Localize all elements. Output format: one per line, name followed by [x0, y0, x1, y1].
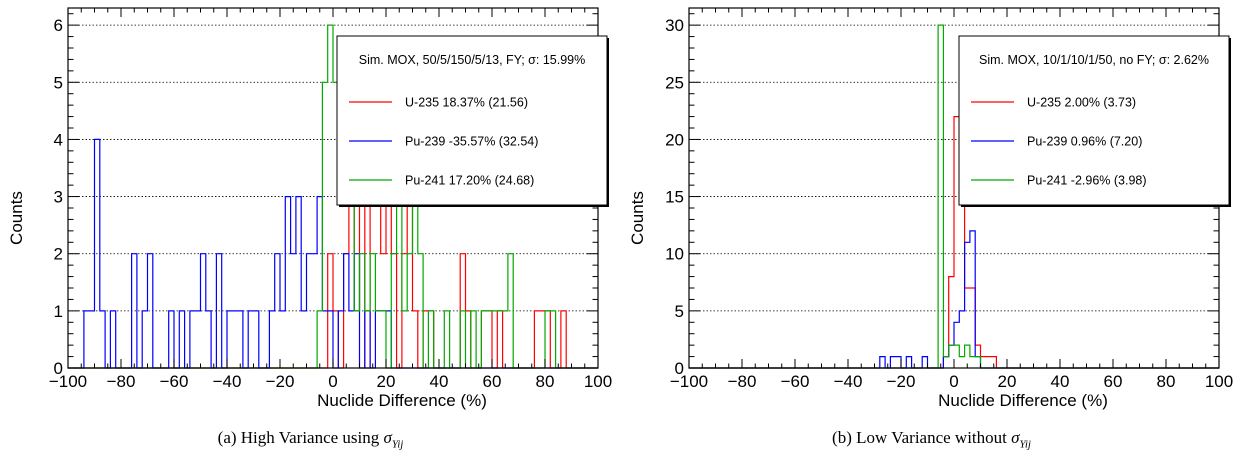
x-tick-label: −100 — [670, 372, 708, 391]
x-tick-label: −100 — [49, 372, 87, 391]
x-tick-label: 0 — [328, 372, 337, 391]
x-tick-label: 80 — [536, 372, 555, 391]
legend-box — [958, 35, 1230, 206]
x-tick-label: −20 — [266, 372, 295, 391]
x-tick-label: 40 — [1051, 372, 1070, 391]
y-tick-label: 2 — [54, 245, 63, 264]
x-tick-label: 20 — [377, 372, 396, 391]
x-tick-label: 40 — [430, 372, 449, 391]
x-tick-label: 80 — [1157, 372, 1176, 391]
legend-title: Sim. MOX, 50/5/150/5/13, FY; σ: 15.99% — [359, 53, 585, 67]
y-tick-label: 10 — [665, 245, 684, 264]
legend-entry-2: Pu-239 0.96% (7.20) — [1027, 135, 1142, 149]
y-tick-label: 1 — [54, 302, 63, 321]
x-tick-label: −80 — [728, 372, 757, 391]
y-axis-label: Counts — [628, 191, 647, 245]
x-tick-label: −80 — [107, 372, 136, 391]
histogram-chart-b: −100 −80 −60 −40 −20 0 20 40 60 80 100 0 5 10 15 20 25 30… — [628, 7, 1233, 410]
legend-entry-1: U-235 18.37% (21.56) — [405, 96, 528, 110]
x-tick-label: 0 — [949, 372, 958, 391]
chart-panel-a: −100 −80 −60 −40 −20 0 20 40 60 80 100 0 1 2 3 4 5 6 Nucli… — [7, 7, 612, 451]
x-tick-label: 100 — [584, 372, 612, 391]
legend-title: Sim. MOX, 10/1/10/1/50, no FY; σ: 2.62% — [979, 53, 1209, 67]
legend-entry-3: Pu-241 17.20% (24.68) — [405, 174, 534, 188]
histogram-chart-a: −100 −80 −60 −40 −20 0 20 40 60 80 100 0 1 2 3 4 5 6 Nucli… — [7, 7, 612, 410]
y-tick-label: 20 — [665, 130, 684, 149]
y-tick-label: 30 — [665, 16, 684, 35]
x-tick-label: −20 — [887, 372, 916, 391]
y-tick-label: 0 — [675, 359, 684, 378]
legend-box — [336, 35, 608, 206]
x-tick-label: −60 — [781, 372, 810, 391]
y-tick-label: 5 — [675, 302, 684, 321]
legend-entry-1: U-235 2.00% (3.73) — [1027, 96, 1136, 110]
y-axis-label: Counts — [7, 191, 26, 245]
x-axis-label: Nuclide Difference (%) — [317, 391, 487, 410]
y-tick-label: 6 — [54, 16, 63, 35]
y-tick-label: 5 — [54, 73, 63, 92]
x-tick-label: 60 — [483, 372, 502, 391]
y-tick-label: 4 — [54, 130, 63, 149]
y-tick-label: 25 — [665, 73, 684, 92]
x-tick-label: −40 — [834, 372, 863, 391]
legend-entry-3: Pu-241 -2.96% (3.98) — [1027, 174, 1147, 188]
x-tick-label: 60 — [1104, 372, 1123, 391]
x-tick-label: 20 — [998, 372, 1017, 391]
chart-panel-b: −100 −80 −60 −40 −20 0 20 40 60 80 100 0 5 10 15 20 25 30… — [621, 0, 1242, 461]
caption-b: (b) Low Variance without σYij — [832, 428, 1031, 451]
y-tick-label: 15 — [665, 188, 684, 207]
x-tick-label: −40 — [213, 372, 242, 391]
x-tick-label: 100 — [1205, 372, 1233, 391]
x-axis-label: Nuclide Difference (%) — [938, 391, 1108, 410]
y-tick-label: 3 — [54, 188, 63, 207]
x-tick-label: −60 — [160, 372, 189, 391]
y-tick-label: 0 — [54, 359, 63, 378]
caption-a: (a) High Variance using σYij — [217, 428, 404, 451]
legend-entry-2: Pu-239 -35.57% (32.54) — [405, 135, 538, 149]
